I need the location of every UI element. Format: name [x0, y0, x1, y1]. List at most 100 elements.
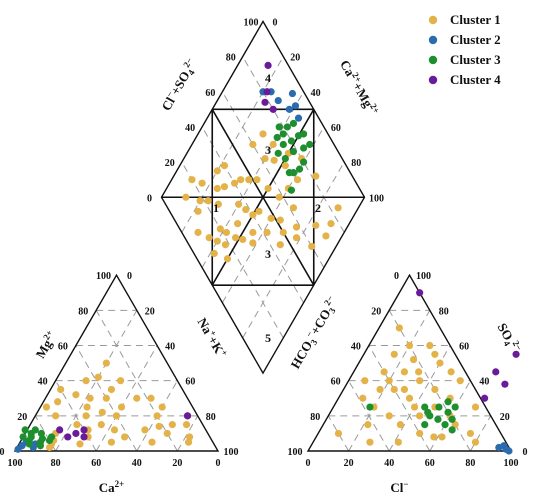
cluster-3-diamond-point [289, 169, 298, 177]
cluster-1-diamond-point [188, 176, 196, 184]
cluster-2-diamond-point [294, 114, 303, 122]
tick-label: 40 [479, 377, 489, 388]
cluster-1-diamond-point [198, 179, 206, 187]
cluster-2-anion-point [495, 443, 503, 452]
cluster-1-cation-point [102, 359, 110, 367]
cluster-1-diamond-point [259, 130, 267, 138]
cluster-3-cation-point [19, 433, 27, 441]
tick-label: 60 [91, 458, 101, 469]
cluster-1-cation-point [116, 377, 125, 385]
cluster-4-diamond-point [264, 61, 272, 70]
tick-label: 0 [127, 271, 132, 282]
tick-label: 0 [147, 193, 152, 204]
cluster-4-anion-point [501, 380, 509, 388]
tick-label: 0 [306, 458, 311, 469]
cluster-1-anion-point [385, 412, 393, 420]
cluster-1-anion-point [405, 394, 414, 402]
tick-label: 40 [384, 458, 394, 469]
points-layer [14, 61, 520, 455]
cluster-1-anion-point [456, 377, 464, 385]
cluster-1-diamond-point [281, 162, 289, 170]
tick-label: 100 [8, 458, 23, 469]
cluster-1-diamond-point [231, 234, 240, 242]
cluster-1-anion-point [431, 350, 439, 358]
cluster-4-anion-point [416, 289, 424, 297]
tick-label: 40 [165, 342, 175, 353]
cluster-1-diamond-point [216, 225, 224, 233]
grid-line [348, 310, 431, 452]
cluster-3-anion-point [441, 421, 449, 429]
cluster-3-cation-point [47, 433, 56, 441]
cluster-1-anion-point [410, 403, 419, 411]
cluster-1-anion-point [405, 341, 414, 350]
cluster-1-anion-point [415, 368, 423, 376]
cluster-1-cation-point [98, 408, 106, 416]
cluster-1-cation-point [82, 377, 90, 385]
cluster-1-diamond-point [249, 211, 257, 219]
cluster-1-diamond-point [205, 234, 213, 242]
cluster-4-anion-point [492, 368, 500, 376]
tick-label: 80 [465, 458, 475, 469]
cluster-1-diamond-point [196, 197, 204, 205]
cluster-1-diamond-point [292, 234, 301, 242]
zone-label-5: 5 [265, 331, 271, 345]
tick-label: 100 [224, 447, 239, 458]
legend-label-cluster-3: Cluster 3 [450, 52, 501, 67]
cluster-2-diamond-point [291, 102, 300, 110]
cluster-4-cation-point [183, 412, 192, 420]
cluster-3-anion-point [444, 408, 452, 416]
cluster-3-diamond-point [306, 140, 314, 149]
cluster-1-diamond-point [242, 205, 250, 214]
cluster-1-diamond-point [182, 193, 190, 201]
cluster-1-diamond-point [220, 183, 229, 191]
cluster-1-anion-point [385, 377, 393, 385]
cluster-1-anion-point [395, 324, 403, 332]
cluster-1-anion-point [400, 385, 409, 394]
cluster-1-cation-point [76, 440, 84, 448]
zone-label-1: 1 [213, 201, 219, 215]
cluster-1-diamond-point [275, 193, 283, 201]
cluster-1-diamond-point [221, 241, 230, 249]
cluster-1-anion-point [366, 438, 374, 446]
na-k-axis-label: Na++K+ [194, 315, 230, 361]
cluster-1-cation-point [117, 403, 126, 411]
cluster-3-diamond-point [289, 147, 298, 156]
cluster-1-cation-point [82, 412, 90, 420]
cluster-3-diamond-point [300, 158, 308, 166]
cluster-1-diamond-point [276, 241, 284, 249]
cluster-1-diamond-point [269, 140, 277, 149]
mg-axis-label: Mg2+ [32, 328, 60, 361]
cluster-3-diamond-point [287, 137, 296, 145]
tick-label: 20 [290, 53, 300, 64]
cluster-1-diamond-point [327, 220, 335, 228]
cluster-1-anion-point [438, 433, 446, 441]
cluster-3-diamond-point [287, 186, 296, 194]
cluster-1-anion-point [380, 368, 388, 376]
cluster-1-cation-point [141, 426, 149, 434]
cluster-1-diamond-point [210, 249, 218, 258]
tick-label: 60 [459, 342, 469, 353]
cluster-1-anion-point [431, 385, 439, 394]
tick-label: 20 [145, 306, 155, 317]
cluster-1-anion-point [436, 359, 444, 367]
cluster-3-anion-point [435, 403, 443, 411]
cluster-1-diamond-point [312, 221, 320, 229]
cluster-3-anion-point [444, 398, 452, 406]
cluster-3-anion-point [421, 421, 429, 429]
zone-label-2: 2 [315, 201, 321, 215]
tick-label: 80 [226, 53, 236, 64]
cluster-1-diamond-point [230, 179, 239, 187]
cluster-3-diamond-point [300, 144, 308, 152]
cluster-1-cation-point [86, 394, 94, 402]
cluster-1-diamond-point [253, 176, 261, 184]
tick-label: 100 [416, 271, 431, 282]
tick-label: 60 [58, 342, 68, 353]
cluster-1-diamond-point [237, 176, 245, 184]
cluster-4-diamond-point [263, 88, 271, 96]
cluster-1-diamond-point [214, 200, 222, 208]
cluster-3-diamond-point [279, 130, 287, 138]
cluster-1-diamond-point [204, 197, 212, 205]
grid-line [176, 415, 199, 452]
cluster-1-diamond-point [194, 207, 202, 215]
